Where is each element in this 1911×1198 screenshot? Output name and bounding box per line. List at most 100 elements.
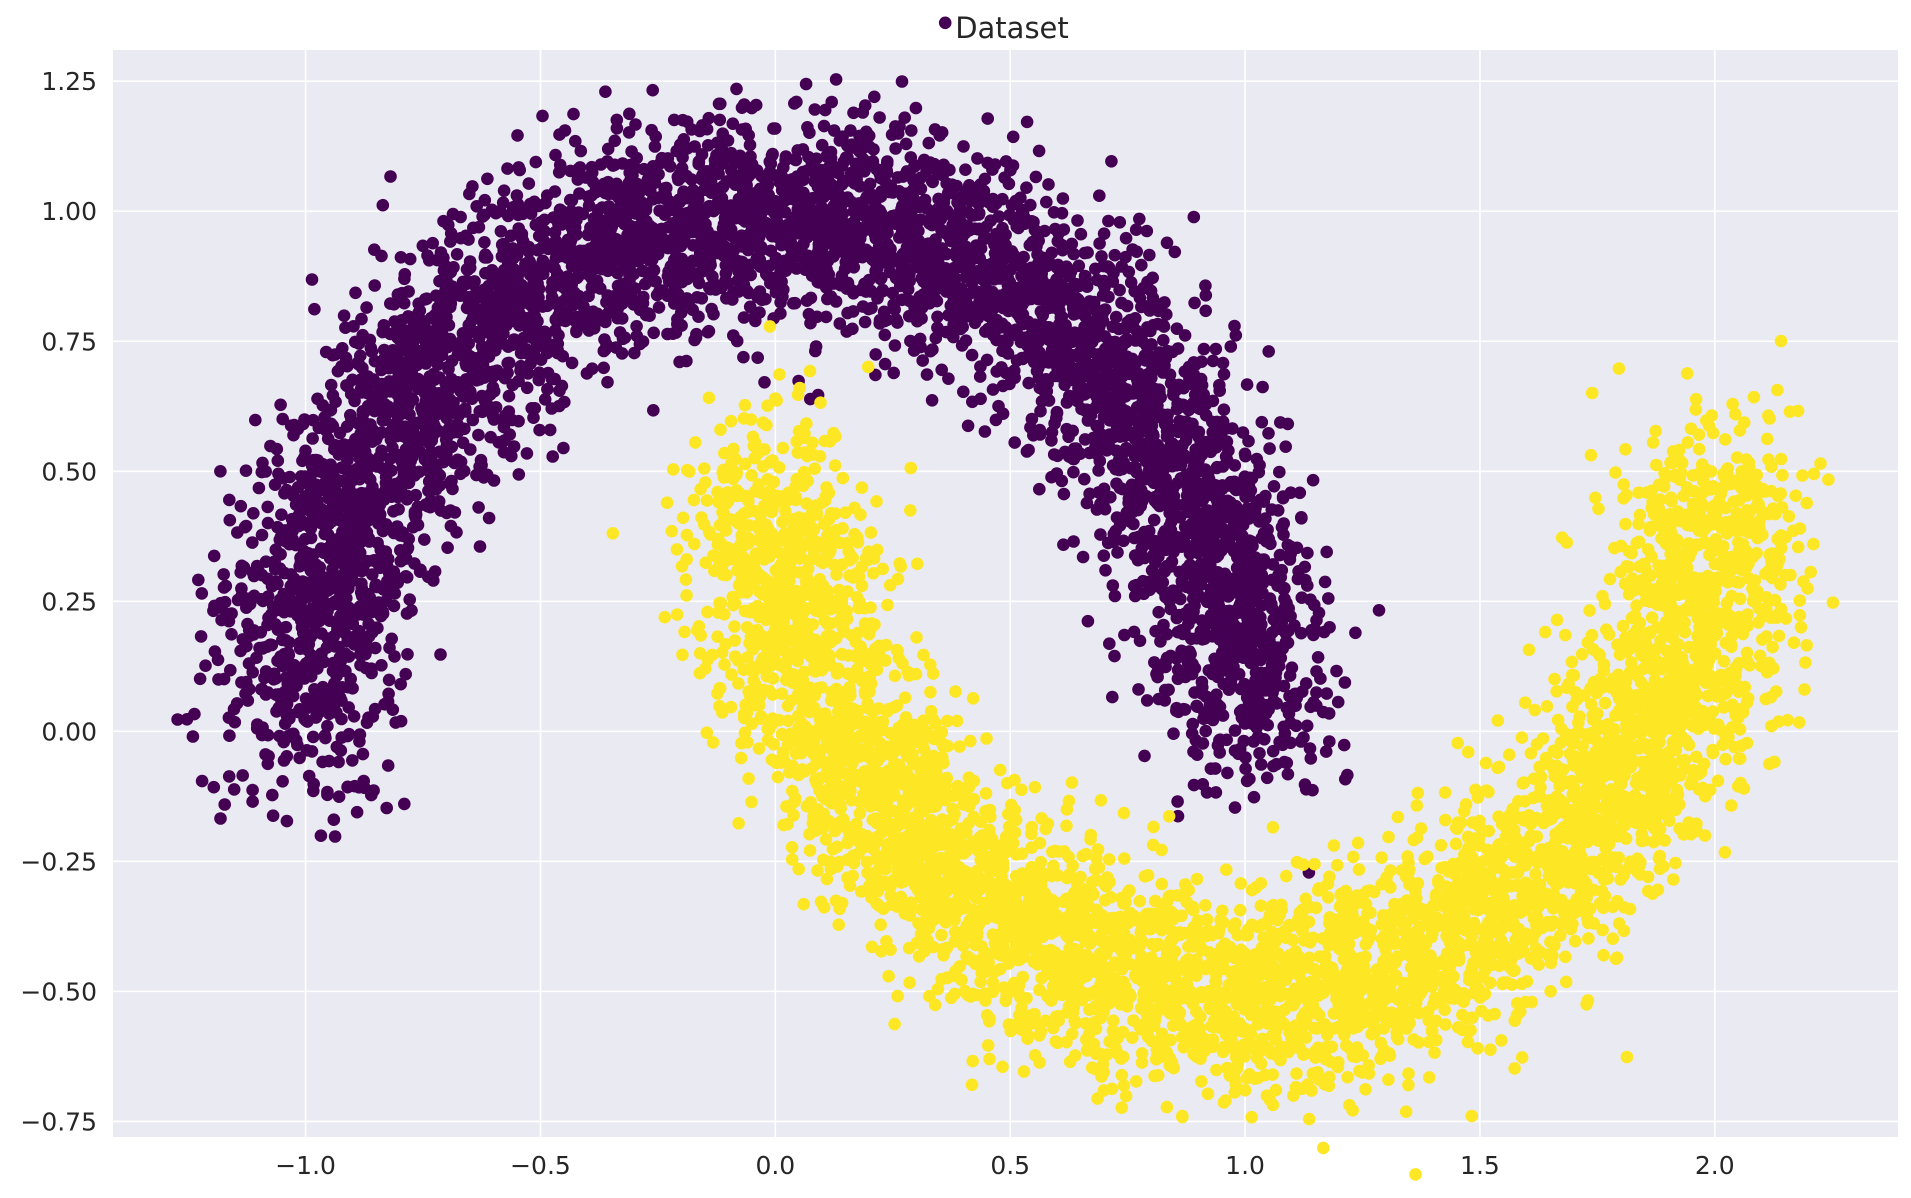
- scatter-point-class-0: [1130, 578, 1143, 592]
- scatter-point-class-0: [454, 210, 467, 224]
- scatter-point-class-0: [502, 389, 516, 403]
- scatter-point-class-0: [1076, 550, 1090, 564]
- scatter-point-class-0: [676, 113, 690, 127]
- scatter-point-class-0: [347, 710, 361, 723]
- scatter-point-class-0: [464, 443, 477, 456]
- scatter-point-class-0: [379, 518, 393, 531]
- scatter-point-class-0: [1158, 296, 1171, 309]
- scatter-point-class-0: [194, 630, 208, 643]
- scatter-point-class-0: [714, 237, 728, 251]
- scatter-point-class-0: [1102, 214, 1115, 228]
- scatter-point-class-0: [1140, 694, 1154, 707]
- scatter-point-class-0: [897, 189, 911, 203]
- scatter-point-class-0: [1170, 587, 1183, 601]
- scatter-point-class-0: [966, 395, 979, 409]
- scatter-point-class-0: [886, 184, 899, 198]
- scatter-point-class-0: [827, 200, 840, 213]
- scatter-point-class-0: [1068, 326, 1081, 340]
- scatter-point-class-0: [978, 261, 992, 274]
- scatter-point-class-0: [1098, 346, 1112, 360]
- scatter-point-class-0: [982, 309, 995, 323]
- scatter-point-class-0: [1118, 321, 1132, 335]
- scatter-point-class-0: [1224, 678, 1238, 691]
- scatter-point-class-0: [742, 202, 755, 216]
- scatter-point-class-0: [881, 155, 894, 168]
- scatter-point-class-0: [219, 579, 233, 593]
- scatter-point-class-0: [375, 426, 388, 439]
- scatter-point-class-0: [1281, 538, 1295, 552]
- scatter-point-class-0: [929, 331, 943, 345]
- scatter-point-class-0: [355, 312, 368, 326]
- scatter-point-class-0: [691, 272, 704, 285]
- scatter-point-class-0: [1186, 464, 1199, 478]
- scatter-point-class-0: [1279, 440, 1292, 454]
- scatter-point-class-0: [1274, 416, 1287, 429]
- scatter-point-class-0: [1281, 636, 1295, 650]
- scatter-point-class-0: [1283, 669, 1297, 682]
- scatter-point-class-0: [647, 326, 660, 340]
- scatter-point-class-0: [302, 769, 316, 783]
- scatter-point-class-0: [522, 177, 536, 190]
- scatter-point-class-0: [1170, 611, 1184, 625]
- scatter-point-class-0: [1168, 454, 1182, 467]
- scatter-point-class-0: [587, 322, 601, 335]
- scatter-point-class-0: [315, 627, 328, 640]
- scatter-point-class-0: [276, 775, 289, 788]
- scatter-point-class-0: [1212, 512, 1225, 525]
- scatter-point-class-0: [809, 340, 823, 353]
- scatter-point-class-0: [1227, 618, 1241, 632]
- scatter-point-class-0: [1179, 434, 1193, 447]
- scatter-point-class-0: [259, 465, 273, 478]
- scatter-point-class-0: [214, 812, 227, 825]
- scatter-point-class-0: [942, 372, 955, 386]
- scatter-point-class-0: [385, 632, 399, 646]
- scatter-point-class-0: [340, 613, 354, 626]
- scatter-point-class-0: [1262, 427, 1275, 440]
- scatter-point-class-0: [885, 128, 899, 141]
- scatter-point-class-0: [998, 171, 1011, 184]
- scatter-point-class-0: [931, 310, 944, 324]
- scatter-point-class-0: [285, 727, 299, 741]
- scatter-point-class-0: [171, 713, 184, 726]
- scatter-point-class-0: [719, 274, 732, 287]
- scatter-point-class-0: [364, 341, 378, 355]
- scatter-point-class-0: [1178, 329, 1192, 342]
- scatter-point-class-0: [1164, 649, 1177, 663]
- scatter-point-class-0: [259, 665, 273, 678]
- scatter-point-class-0: [291, 609, 304, 622]
- scatter-point-class-0: [388, 385, 401, 399]
- scatter-point-class-0: [459, 373, 473, 386]
- scatter-point-class-0: [1232, 667, 1246, 681]
- scatter-point-class-0: [803, 126, 816, 139]
- scatter-point-class-0: [394, 250, 408, 264]
- scatter-point-class-0: [1008, 436, 1021, 449]
- scatter-point-class-0: [566, 299, 580, 312]
- scatter-point-class-0: [512, 161, 525, 174]
- scatter-point-class-0: [791, 202, 805, 216]
- scatter-point-class-0: [665, 203, 679, 217]
- scatter-point-class-0: [375, 249, 388, 263]
- scatter-point-class-0: [442, 362, 455, 376]
- scatter-point-class-0: [552, 399, 566, 413]
- scatter-point-class-0: [1233, 598, 1247, 612]
- scatter-point-class-0: [356, 405, 370, 418]
- scatter-point-class-0: [1100, 444, 1114, 457]
- scatter-point-class-0: [1213, 384, 1226, 398]
- scatter-point-class-0: [439, 284, 452, 298]
- scatter-point-class-0: [604, 206, 617, 220]
- scatter-point-class-0: [1210, 460, 1224, 474]
- scatter-point-class-0: [387, 599, 401, 613]
- scatter-point-class-0: [1265, 573, 1279, 587]
- scatter-point-class-0: [465, 299, 479, 312]
- scatter-point-class-0: [1171, 795, 1184, 808]
- scatter-point-class-0: [345, 573, 359, 586]
- scatter-point-class-0: [1045, 434, 1058, 447]
- scatter-point-class-0: [1298, 778, 1312, 791]
- scatter-point-class-0: [565, 221, 579, 235]
- scatter-point-class-0: [1060, 260, 1073, 274]
- scatter-point-class-0: [1067, 452, 1081, 466]
- scatter-point-class-0: [1157, 334, 1170, 347]
- scatter-point-class-0: [1025, 261, 1038, 275]
- scatter-point-class-0: [355, 589, 369, 603]
- scatter-point-class-0: [376, 414, 390, 427]
